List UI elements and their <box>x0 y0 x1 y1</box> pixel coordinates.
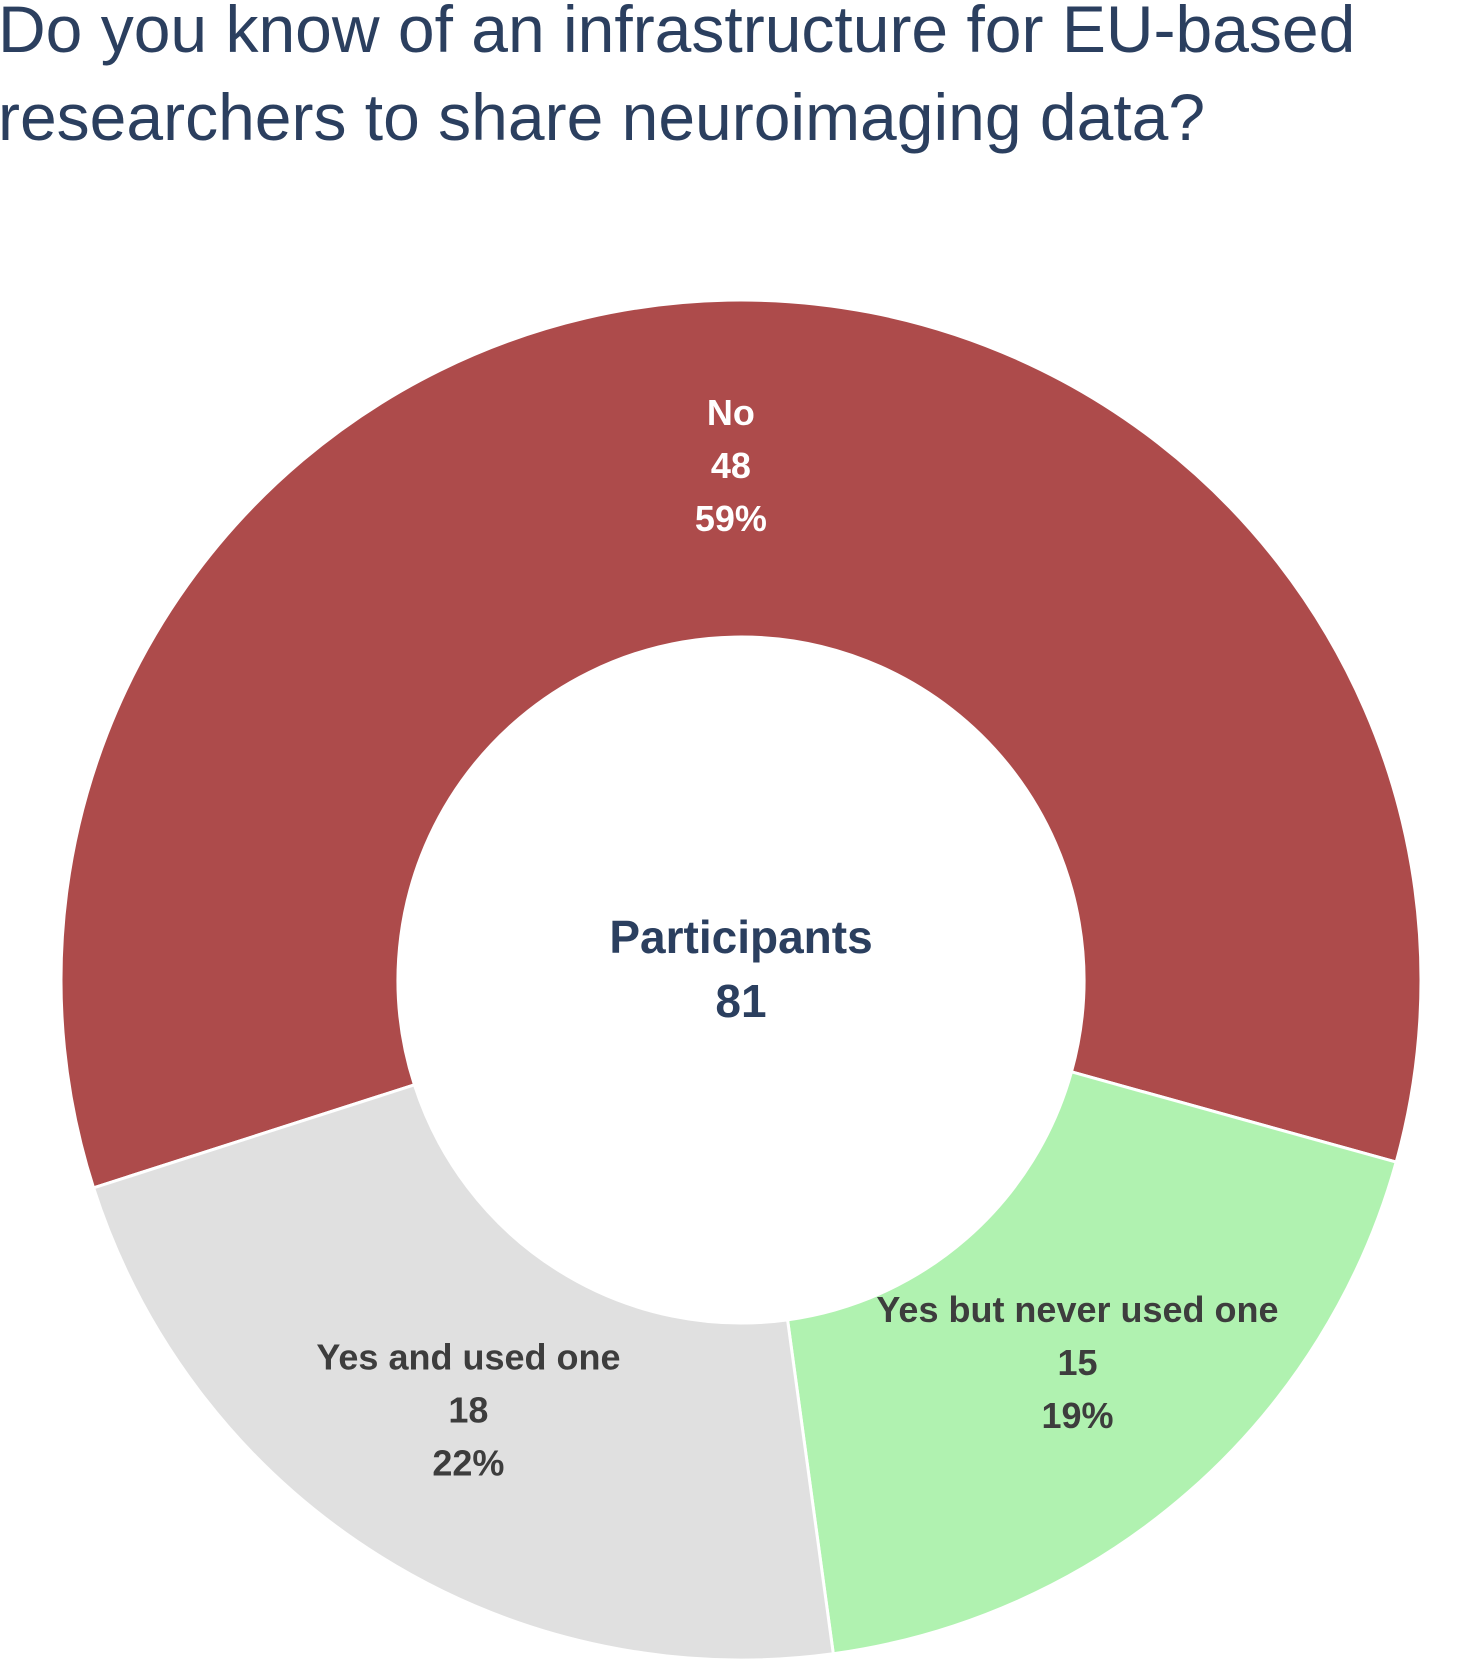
chart-title: researchers to share neuroimaging data? <box>0 80 1205 154</box>
segment-percent: 19% <box>1041 1395 1113 1436</box>
segment-name: Yes but never used one <box>876 1289 1278 1330</box>
donut-segment <box>91 1082 835 1662</box>
segment-percent: 59% <box>695 498 767 539</box>
segment-count: 18 <box>448 1389 488 1430</box>
segment-count: 48 <box>711 445 751 486</box>
segment-count: 15 <box>1057 1342 1097 1383</box>
donut-segment <box>785 1070 1399 1656</box>
segment-name: Yes and used one <box>316 1336 620 1377</box>
center-label: Participants <box>609 911 872 963</box>
chart-title: Do you know of an infrastructure for EU-… <box>0 0 1355 66</box>
center-total: 81 <box>715 975 766 1027</box>
segment-percent: 22% <box>432 1442 504 1483</box>
donut-segment <box>59 298 1423 1190</box>
segment-name: No <box>707 392 755 433</box>
segment-labels: No 48 59% Yes but never used one 15 19% Yes an… <box>316 392 1278 1483</box>
donut <box>59 298 1423 1662</box>
